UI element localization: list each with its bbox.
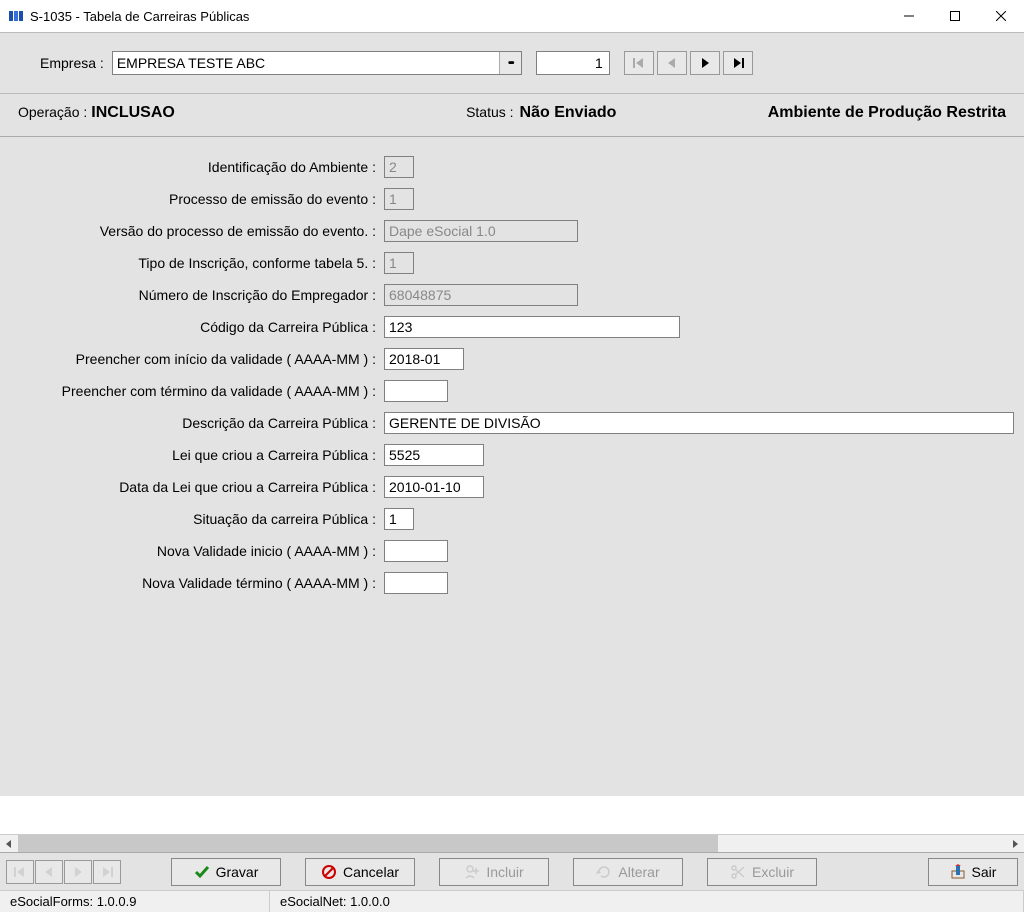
minimize-button[interactable] xyxy=(886,0,932,32)
alterar-label: Alterar xyxy=(618,864,659,880)
ini-valid-label: Preencher com início da validade ( AAAA-… xyxy=(0,351,384,367)
num-inscricao-label: Número de Inscrição do Empregador : xyxy=(0,287,384,303)
bottom-toolbar: Gravar Cancelar Incluir Alterar Excluir xyxy=(0,852,1024,890)
data-lei-input[interactable] xyxy=(384,476,484,498)
nav-first-button[interactable] xyxy=(624,51,654,75)
form-area: Identificação do Ambiente : Processo de … xyxy=(0,136,1024,796)
record-number-input[interactable] xyxy=(536,51,610,75)
lei-criou-input[interactable] xyxy=(384,444,484,466)
scroll-track[interactable] xyxy=(18,835,1006,852)
refresh-icon xyxy=(596,864,612,880)
status-row: Operação : INCLUSAO Status : Não Enviado… xyxy=(0,94,1024,136)
nova-valid-ini-label: Nova Validade inicio ( AAAA-MM ) : xyxy=(0,543,384,559)
record-nav xyxy=(624,51,753,75)
situacao-label: Situação da carreira Pública : xyxy=(0,511,384,527)
check-icon xyxy=(194,864,210,880)
app-icon xyxy=(8,8,24,24)
nova-valid-ini-input[interactable] xyxy=(384,540,448,562)
scroll-thumb[interactable] xyxy=(18,835,718,852)
window-title: S-1035 - Tabela de Carreiras Públicas xyxy=(30,9,886,24)
proc-emissao-input xyxy=(384,188,414,210)
empresa-lookup-button[interactable]: ••• xyxy=(499,52,521,74)
operacao-value: INCLUSAO xyxy=(91,104,175,122)
versao-proc-input xyxy=(384,220,578,242)
horizontal-scrollbar[interactable] xyxy=(0,834,1024,852)
nav-prev-button[interactable] xyxy=(657,51,687,75)
excluir-label: Excluir xyxy=(752,864,794,880)
incluir-label: Incluir xyxy=(486,864,523,880)
situacao-input[interactable] xyxy=(384,508,414,530)
ident-ambiente-input xyxy=(384,156,414,178)
bottom-nav-prev[interactable] xyxy=(35,860,63,884)
exit-icon xyxy=(950,864,966,880)
empresa-combo[interactable]: ••• xyxy=(112,51,522,75)
maximize-button[interactable] xyxy=(932,0,978,32)
term-valid-label: Preencher com término da validade ( AAAA… xyxy=(0,383,384,399)
incluir-button[interactable]: Incluir xyxy=(439,858,549,886)
cancel-icon xyxy=(321,864,337,880)
tipo-inscricao-label: Tipo de Inscrição, conforme tabela 5. : xyxy=(0,255,384,271)
person-plus-icon xyxy=(464,864,480,880)
bottom-nav xyxy=(6,860,121,884)
cancelar-button[interactable]: Cancelar xyxy=(305,858,415,886)
ambiente-label: Ambiente de Produção Restrita xyxy=(768,104,1006,122)
empresa-panel: Empresa : ••• xyxy=(0,32,1024,94)
excluir-button[interactable]: Excluir xyxy=(707,858,817,886)
nav-last-button[interactable] xyxy=(723,51,753,75)
titlebar: S-1035 - Tabela de Carreiras Públicas xyxy=(0,0,1024,32)
alterar-button[interactable]: Alterar xyxy=(573,858,683,886)
scroll-left-icon[interactable] xyxy=(0,835,18,853)
cod-carreira-input[interactable] xyxy=(384,316,680,338)
gravar-button[interactable]: Gravar xyxy=(171,858,281,886)
data-lei-label: Data da Lei que criou a Carreira Pública… xyxy=(0,479,384,495)
status-label: Status : xyxy=(466,104,513,120)
status-value: Não Enviado xyxy=(520,104,617,122)
close-button[interactable] xyxy=(978,0,1024,32)
term-valid-input[interactable] xyxy=(384,380,448,402)
nova-valid-term-label: Nova Validade término ( AAAA-MM ) : xyxy=(0,575,384,591)
desc-carreira-input[interactable] xyxy=(384,412,1014,434)
nova-valid-term-input[interactable] xyxy=(384,572,448,594)
tipo-inscricao-input xyxy=(384,252,414,274)
empresa-label: Empresa : xyxy=(40,55,104,71)
num-inscricao-input xyxy=(384,284,578,306)
status-net: eSocialNet: 1.0.0.0 xyxy=(270,891,1024,912)
sair-label: Sair xyxy=(972,864,997,880)
bottom-nav-next[interactable] xyxy=(64,860,92,884)
desc-carreira-label: Descrição da Carreira Pública : xyxy=(0,415,384,431)
scroll-right-icon[interactable] xyxy=(1006,835,1024,853)
bottom-nav-last[interactable] xyxy=(93,860,121,884)
bottom-nav-first[interactable] xyxy=(6,860,34,884)
lei-criou-label: Lei que criou a Carreira Pública : xyxy=(0,447,384,463)
proc-emissao-label: Processo de emissão do evento : xyxy=(0,191,384,207)
status-forms: eSocialForms: 1.0.0.9 xyxy=(0,891,270,912)
sair-button[interactable]: Sair xyxy=(928,858,1018,886)
gravar-label: Gravar xyxy=(216,864,259,880)
cancelar-label: Cancelar xyxy=(343,864,399,880)
ini-valid-input[interactable] xyxy=(384,348,464,370)
nav-next-button[interactable] xyxy=(690,51,720,75)
versao-proc-label: Versão do processo de emissão do evento.… xyxy=(0,223,384,239)
cod-carreira-label: Código da Carreira Pública : xyxy=(0,319,384,335)
empresa-input[interactable] xyxy=(113,52,499,74)
operacao-label: Operação : xyxy=(18,104,87,120)
statusbar: eSocialForms: 1.0.0.9 eSocialNet: 1.0.0.… xyxy=(0,890,1024,912)
ident-ambiente-label: Identificação do Ambiente : xyxy=(0,159,384,175)
scissors-icon xyxy=(730,864,746,880)
